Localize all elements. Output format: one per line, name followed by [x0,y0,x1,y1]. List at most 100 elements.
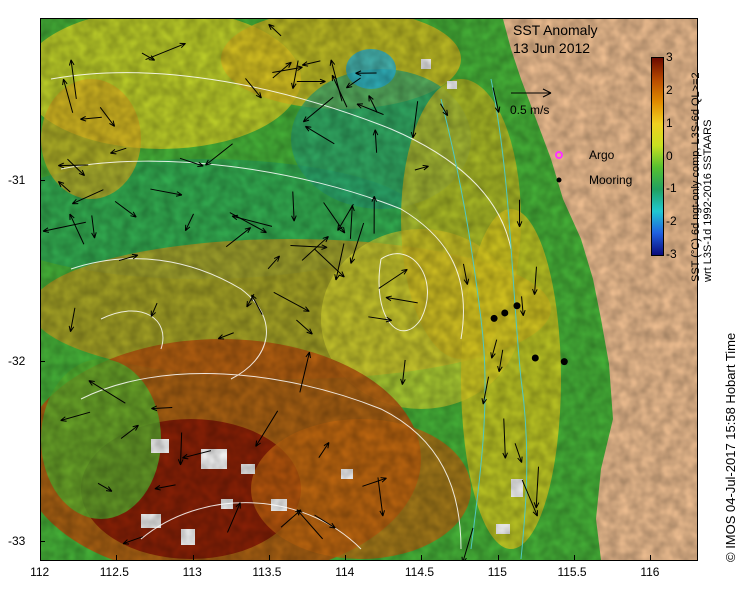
current-arrow [349,222,365,264]
current-arrow [231,214,273,227]
current-arrow [301,235,329,261]
colorbar-tick-label: 2 [666,82,673,97]
current-arrow [301,60,321,67]
current-arrow [179,157,204,168]
colorbar-tick-label: -1 [666,181,677,196]
x-tick-label: 114.5 [404,565,435,579]
current-arrow [272,61,292,79]
x-tick-label: 116 [640,565,660,579]
current-arrow [368,316,393,323]
colorbar [651,57,664,256]
current-arrow [217,332,234,340]
current-arrow [110,147,127,155]
current-arrow [502,418,508,459]
current-arrow [141,52,156,61]
x-tick-mark [116,555,118,560]
x-tick-label: 112 [30,565,50,579]
current-arrow [42,221,86,233]
x-tick-label: 112.5 [99,565,129,579]
current-arrow [58,162,89,169]
current-arrow [268,23,282,37]
x-tick-label: 115.5 [557,565,587,579]
current-arrow [492,87,501,113]
isobath-lines [440,78,528,560]
contour-lines [50,72,512,550]
current-arrow [461,527,474,560]
x-tick-mark [497,555,499,560]
current-arrow [272,65,303,73]
current-arrow [120,424,139,439]
scale-label: 0.5 m/s [510,103,550,117]
y-tick-label: -33 [8,533,26,548]
current-arrow [246,293,255,308]
current-arrow [440,103,449,117]
colorbar-label-secondary: wrt L3S-1d 1992-2016 SSTAARS [702,119,714,282]
current-arrow [302,96,334,123]
current-arrow [462,263,470,285]
current-arrow [314,514,336,529]
y-tick-label: -32 [8,353,26,368]
colorbar-tick-label: -3 [666,247,677,261]
legend-mooring-label: Mooring [589,173,633,187]
current-arrow [318,441,330,458]
current-arrow [225,227,252,248]
current-arrow [520,296,526,317]
mooring-marker [560,358,568,366]
current-arrow [304,125,335,145]
x-tick-label: 113 [182,565,202,579]
y-tick-mark [40,540,45,542]
colorbar-tick-label: 1 [666,115,673,130]
current-arrow [356,103,384,116]
x-tick-mark [192,555,194,560]
current-arrow [151,405,173,412]
current-arrow [296,78,326,85]
colorbar-tick-label: 3 [666,50,673,64]
current-arrow [372,129,379,153]
x-tick-mark [573,555,575,560]
current-arrow [184,213,194,232]
x-tick-mark [40,555,41,560]
mooring-legend-icon [556,177,562,183]
current-arrow [414,164,429,171]
current-arrow [99,107,116,127]
sst-anomaly-map [41,19,697,560]
y-tick-label: -31 [8,173,26,188]
current-arrow [331,74,348,108]
current-arrow [154,484,176,491]
current-arrow [385,295,418,304]
current-arrow [205,143,233,166]
current-arrow [410,101,419,139]
legend-argo-label: Argo [589,148,615,162]
current-arrow [290,244,328,250]
current-arrow [69,213,85,245]
current-arrow [71,189,104,205]
current-arrow [368,95,378,113]
x-tick-mark [421,555,423,560]
current-arrow [227,502,241,533]
colorbar-label: SST (°C) 6d ngt-only comp, L3S-6d QL>=2 [690,72,702,282]
current-arrow [150,302,158,317]
current-arrow [490,339,498,359]
current-arrow [497,349,504,373]
current-arrow [378,268,408,289]
current-arrow [62,78,74,113]
current-arrow [182,450,212,460]
x-tick-mark [345,555,347,560]
current-arrow [355,70,377,76]
current-arrow [122,536,143,545]
current-arrow [177,432,184,466]
mooring-marker [501,309,509,317]
current-arrow [68,59,77,99]
map-date: 13 Jun 2012 [513,40,591,56]
current-arrow [400,359,406,385]
current-arrow [514,443,523,463]
current-arrow [314,248,345,278]
current-arrow [255,410,279,447]
x-tick-label: 114 [335,565,355,579]
argo-legend-icon [555,151,563,159]
current-arrow [533,466,540,509]
current-arrow [329,59,343,102]
current-arrow [245,78,262,99]
credit-text: © IMOS 04-Jul-2017 15:58 Hobart Time [723,332,738,562]
current-arrow [337,203,354,231]
